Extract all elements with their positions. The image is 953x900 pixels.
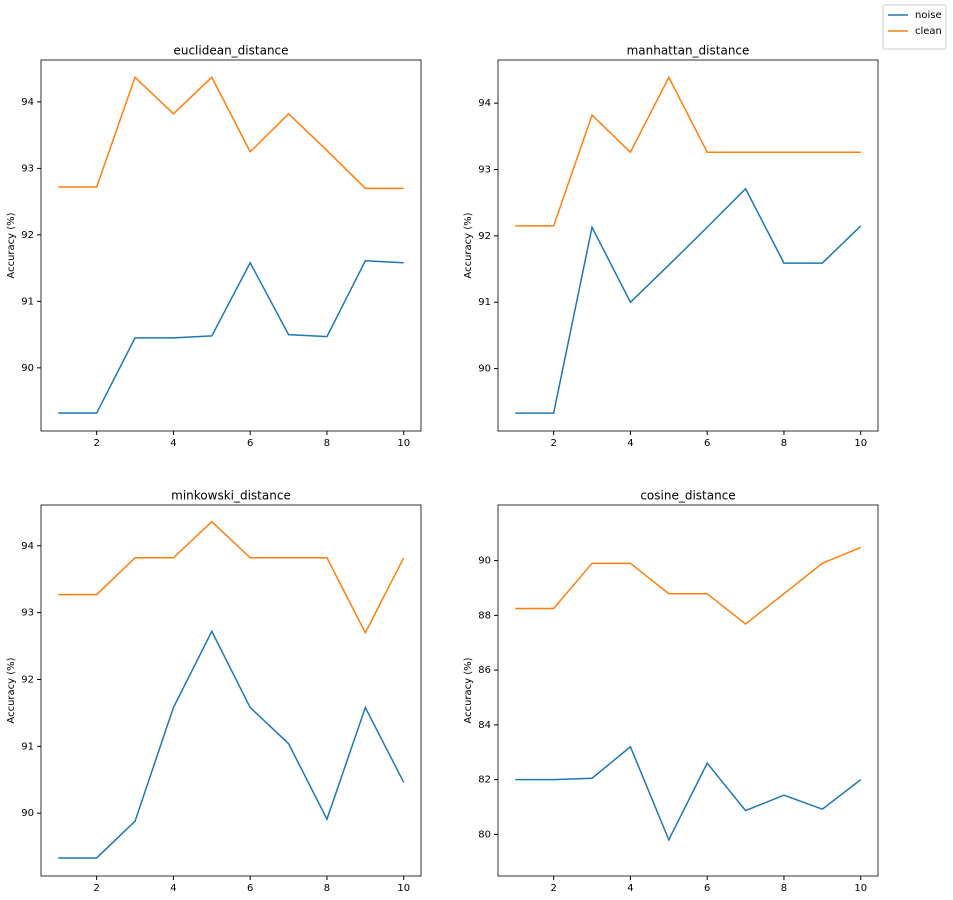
x-tick-label: 8: [324, 438, 330, 449]
series-line: [515, 75, 861, 227]
y-axis-label: Accuracy (%): [6, 657, 17, 723]
series-line: [58, 260, 404, 414]
y-tick-label: 91: [21, 741, 34, 752]
subplot-title: minkowski_distance: [171, 489, 291, 503]
x-tick-label: 4: [627, 883, 633, 894]
legend: noise clean: [882, 4, 947, 50]
x-tick-label: 2: [93, 883, 99, 894]
x-tick-label: 4: [627, 438, 633, 449]
y-tick-label: 93: [21, 608, 34, 619]
y-tick-label: 92: [21, 674, 34, 685]
subplot-title: euclidean_distance: [173, 44, 288, 58]
series-line: [515, 745, 862, 842]
x-tick-label: 6: [704, 438, 710, 449]
x-tick-label: 4: [170, 883, 176, 894]
x-tick-label: 10: [397, 438, 410, 449]
legend-label: clean: [915, 26, 942, 37]
y-tick-label: 86: [478, 665, 491, 676]
y-tick-label: 91: [21, 296, 34, 307]
x-tick-label: 8: [324, 883, 330, 894]
y-tick-label: 90: [21, 808, 34, 819]
series-line: [515, 187, 862, 414]
subplot: euclidean_distance Accuracy (%) 2 4 6 8 10 90 91…: [6, 44, 422, 449]
axes-frame: [40, 59, 422, 432]
y-tick-label: 92: [478, 231, 491, 242]
series-line: [58, 520, 405, 635]
x-tick-label: 8: [781, 883, 787, 894]
y-tick-label: 94: [21, 97, 34, 108]
x-tick-label: 4: [170, 438, 176, 449]
x-tick-label: 2: [550, 883, 556, 894]
x-tick-label: 2: [550, 438, 556, 449]
y-tick-label: 91: [478, 297, 491, 308]
subplot: cosine_distance Accuracy (%) 2 4 6 8 10 80 82 84 8…: [463, 489, 879, 894]
y-tick-label: 80: [478, 829, 491, 840]
x-tick-label: 2: [93, 438, 99, 449]
axes-frame: [40, 504, 422, 877]
y-tick-label: 93: [478, 165, 491, 176]
x-tick-label: 6: [704, 883, 710, 894]
x-tick-label: 10: [854, 883, 867, 894]
x-tick-label: 8: [781, 438, 787, 449]
y-tick-label: 92: [21, 230, 34, 241]
y-tick-label: 84: [478, 720, 491, 731]
y-tick-label: 90: [478, 556, 491, 567]
legend-box: [882, 4, 947, 50]
y-axis-label: Accuracy (%): [463, 657, 474, 723]
x-tick-label: 6: [247, 438, 253, 449]
series-line: [58, 75, 404, 190]
y-tick-label: 90: [478, 364, 491, 375]
y-tick-label: 90: [21, 363, 34, 374]
series-line: [58, 629, 405, 859]
subplot-title: cosine_distance: [640, 489, 735, 503]
legend-label: noise: [915, 10, 942, 21]
x-tick-label: 10: [397, 883, 410, 894]
y-axis-label: Accuracy (%): [463, 212, 474, 278]
axes-frame: [497, 504, 879, 877]
series-line: [515, 546, 862, 626]
x-tick-label: 6: [247, 883, 253, 894]
y-tick-label: 94: [21, 541, 34, 552]
x-tick-label: 10: [854, 438, 867, 449]
y-axis-label: Accuracy (%): [6, 212, 17, 278]
subplot: manhattan_distance Accuracy (%) 2 4 6 8 10 90 91…: [463, 44, 879, 449]
y-tick-label: 88: [478, 610, 491, 621]
y-tick-label: 82: [478, 775, 491, 786]
subplot-title: manhattan_distance: [627, 44, 750, 58]
y-tick-label: 93: [21, 163, 34, 174]
y-tick-label: 94: [478, 98, 491, 109]
subplot: minkowski_distance Accuracy (%) 2 4 6 8 10 90 91…: [6, 489, 422, 894]
axes-frame: [497, 59, 879, 432]
